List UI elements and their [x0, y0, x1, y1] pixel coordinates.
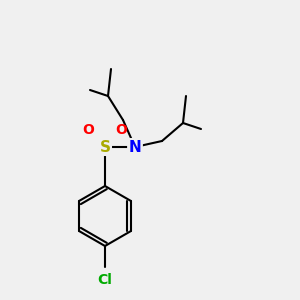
Text: S: S: [100, 140, 110, 154]
Text: O: O: [82, 124, 94, 137]
Text: Cl: Cl: [98, 273, 112, 287]
Text: N: N: [129, 140, 141, 154]
Text: O: O: [116, 124, 128, 137]
